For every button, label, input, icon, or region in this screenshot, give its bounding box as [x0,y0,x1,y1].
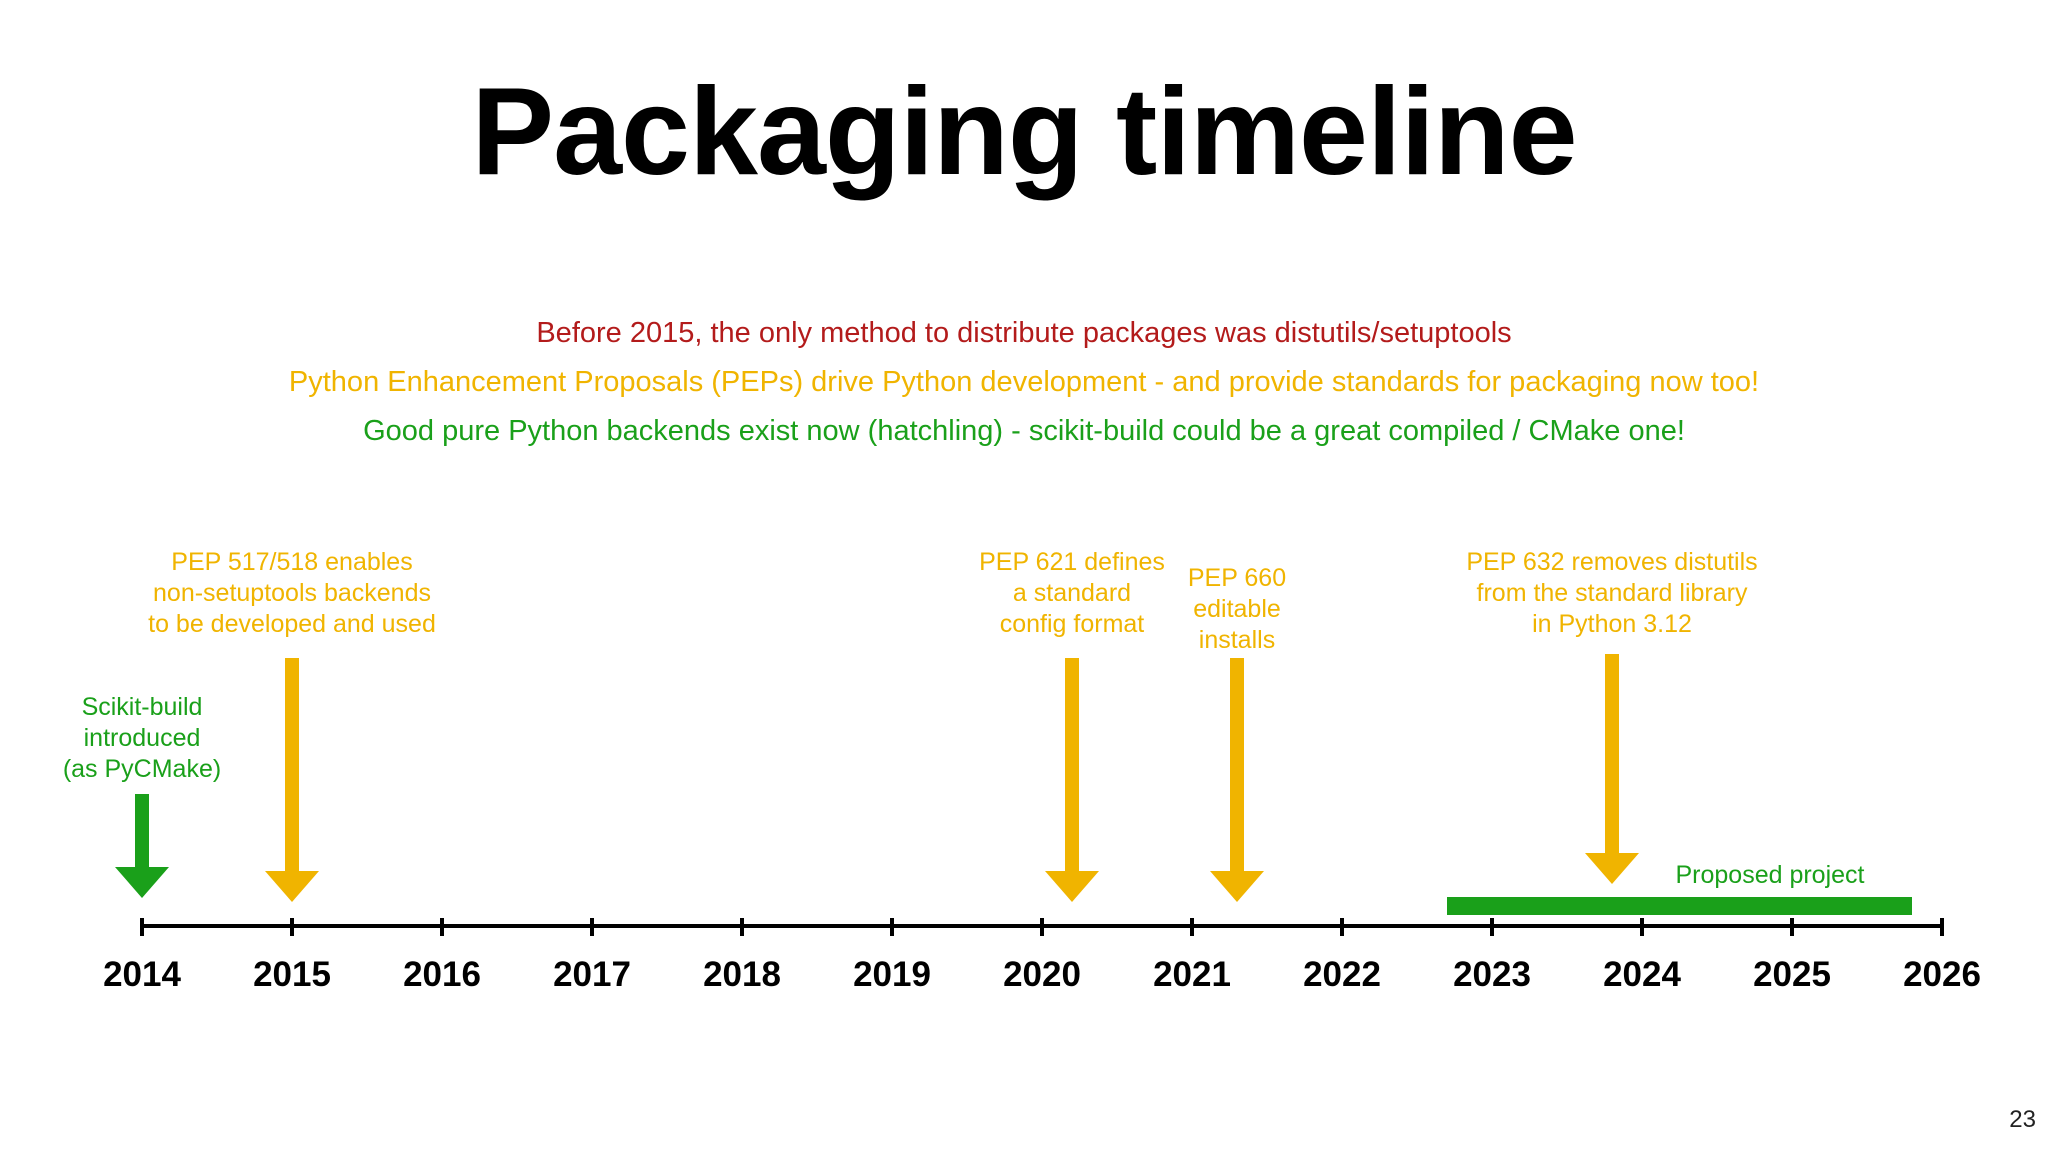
year-label-2014: 2014 [103,955,181,994]
year-label-2022: 2022 [1303,955,1381,994]
event-label-scikit-build: Scikit-build introduced (as PyCMake) [32,692,252,785]
event-label-pep-621: PEP 621 defines a standard config format [962,547,1182,640]
note-distutils: Before 2015, the only method to distribu… [536,317,1512,349]
year-label-2020: 2020 [1003,955,1081,994]
event-label-line: PEP 517/518 enables [171,548,413,576]
event-label-line: editable [1193,595,1281,623]
arrow-pep-660 [1210,658,1264,902]
arrow-pep-632 [1585,654,1639,884]
year-label-2025: 2025 [1753,955,1831,994]
arrow-scikit-build [115,794,169,898]
event-label-line: PEP 632 removes distutils [1466,548,1758,576]
proposed-project-label: Proposed project [1675,861,1865,889]
year-label-2026: 2026 [1903,955,1981,994]
event-label-line: (as PyCMake) [62,755,222,783]
event-arrows [115,654,1639,902]
timeline-ticks [140,918,1944,936]
year-label-2017: 2017 [553,955,631,994]
event-label-line: installs [1198,626,1276,654]
event-label-pep-517-518: PEP 517/518 enables non-setuptools backen… [122,547,462,640]
year-label-2021: 2021 [1153,955,1231,994]
event-label-line: config format [999,610,1145,638]
event-label-line: a standard [1012,579,1132,607]
event-label-line: PEP 621 defines [979,548,1165,576]
event-label-line: in Python 3.12 [1532,610,1692,638]
event-label-line: from the standard library [1476,579,1748,607]
event-label-line: to be developed and used [148,610,436,638]
arrow-pep-621 [1045,658,1099,902]
event-label-pep-632: PEP 632 removes distutils from the standa… [1442,547,1782,640]
event-label-line: introduced [83,724,201,752]
page-number: 23 [2009,1106,2036,1133]
year-label-2018: 2018 [703,955,781,994]
note-backends: Good pure Python backends exist now (hat… [363,415,1685,447]
event-label-pep-660: PEP 660 editable installs [1162,563,1312,656]
year-label-2024: 2024 [1603,955,1681,994]
proposed-project-bar [1447,897,1912,915]
year-label-2015: 2015 [253,955,331,994]
event-label-line: non-setuptools backends [153,579,431,607]
year-label-2023: 2023 [1453,955,1531,994]
note-peps: Python Enhancement Proposals (PEPs) driv… [288,366,1760,398]
year-label-2016: 2016 [403,955,481,994]
event-label-line: PEP 660 [1187,564,1287,592]
event-label-line: Scikit-build [81,693,203,721]
year-label-2019: 2019 [853,955,931,994]
page-title: Packaging timeline [471,63,1577,201]
arrow-pep-517-518 [265,658,319,902]
